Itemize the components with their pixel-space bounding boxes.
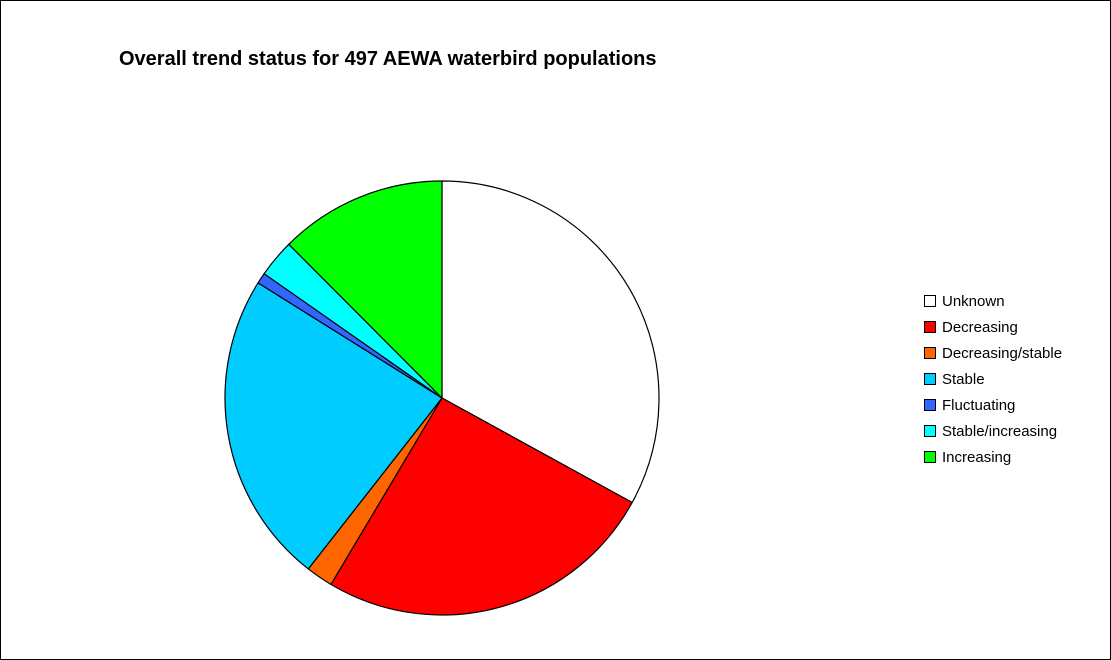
legend-swatch	[924, 425, 936, 437]
legend-label: Decreasing	[942, 318, 1018, 336]
legend-label: Decreasing/stable	[942, 344, 1063, 362]
legend-item-decreasing-stable: Decreasing/stable	[924, 340, 1062, 366]
legend-item-stable-increasing: Stable/increasing	[924, 418, 1062, 444]
legend-label: Stable	[942, 370, 985, 388]
legend-item-increasing: Increasing	[924, 444, 1062, 470]
legend-item-unknown: Unknown	[924, 288, 1062, 314]
pie-slice-stable	[224, 282, 443, 570]
chart-title: Overall trend status for 497 AEWA waterb…	[119, 48, 657, 70]
legend-label: Fluctuating	[942, 396, 1016, 414]
legend-label: Stable/increasing	[942, 422, 1058, 440]
legend-swatch	[924, 347, 936, 359]
pie-slice-increasing	[288, 180, 443, 399]
legend-item-stable: Stable	[924, 366, 1062, 392]
pie-slice-decreasing	[330, 397, 633, 616]
legend-item-fluctuating: Fluctuating	[924, 392, 1062, 418]
legend-swatch	[924, 373, 936, 385]
legend-label: Increasing	[942, 448, 1012, 466]
pie-slice-unknown	[441, 180, 660, 504]
legend-label: Unknown	[942, 292, 1005, 310]
legend-swatch	[924, 295, 936, 307]
legend-swatch	[924, 321, 936, 333]
legend-swatch	[924, 451, 936, 463]
legend-item-decreasing: Decreasing	[924, 314, 1062, 340]
chart-legend: Unknown Decreasing Decreasing/stable Stable…	[924, 288, 1062, 470]
legend-swatch	[924, 399, 936, 411]
